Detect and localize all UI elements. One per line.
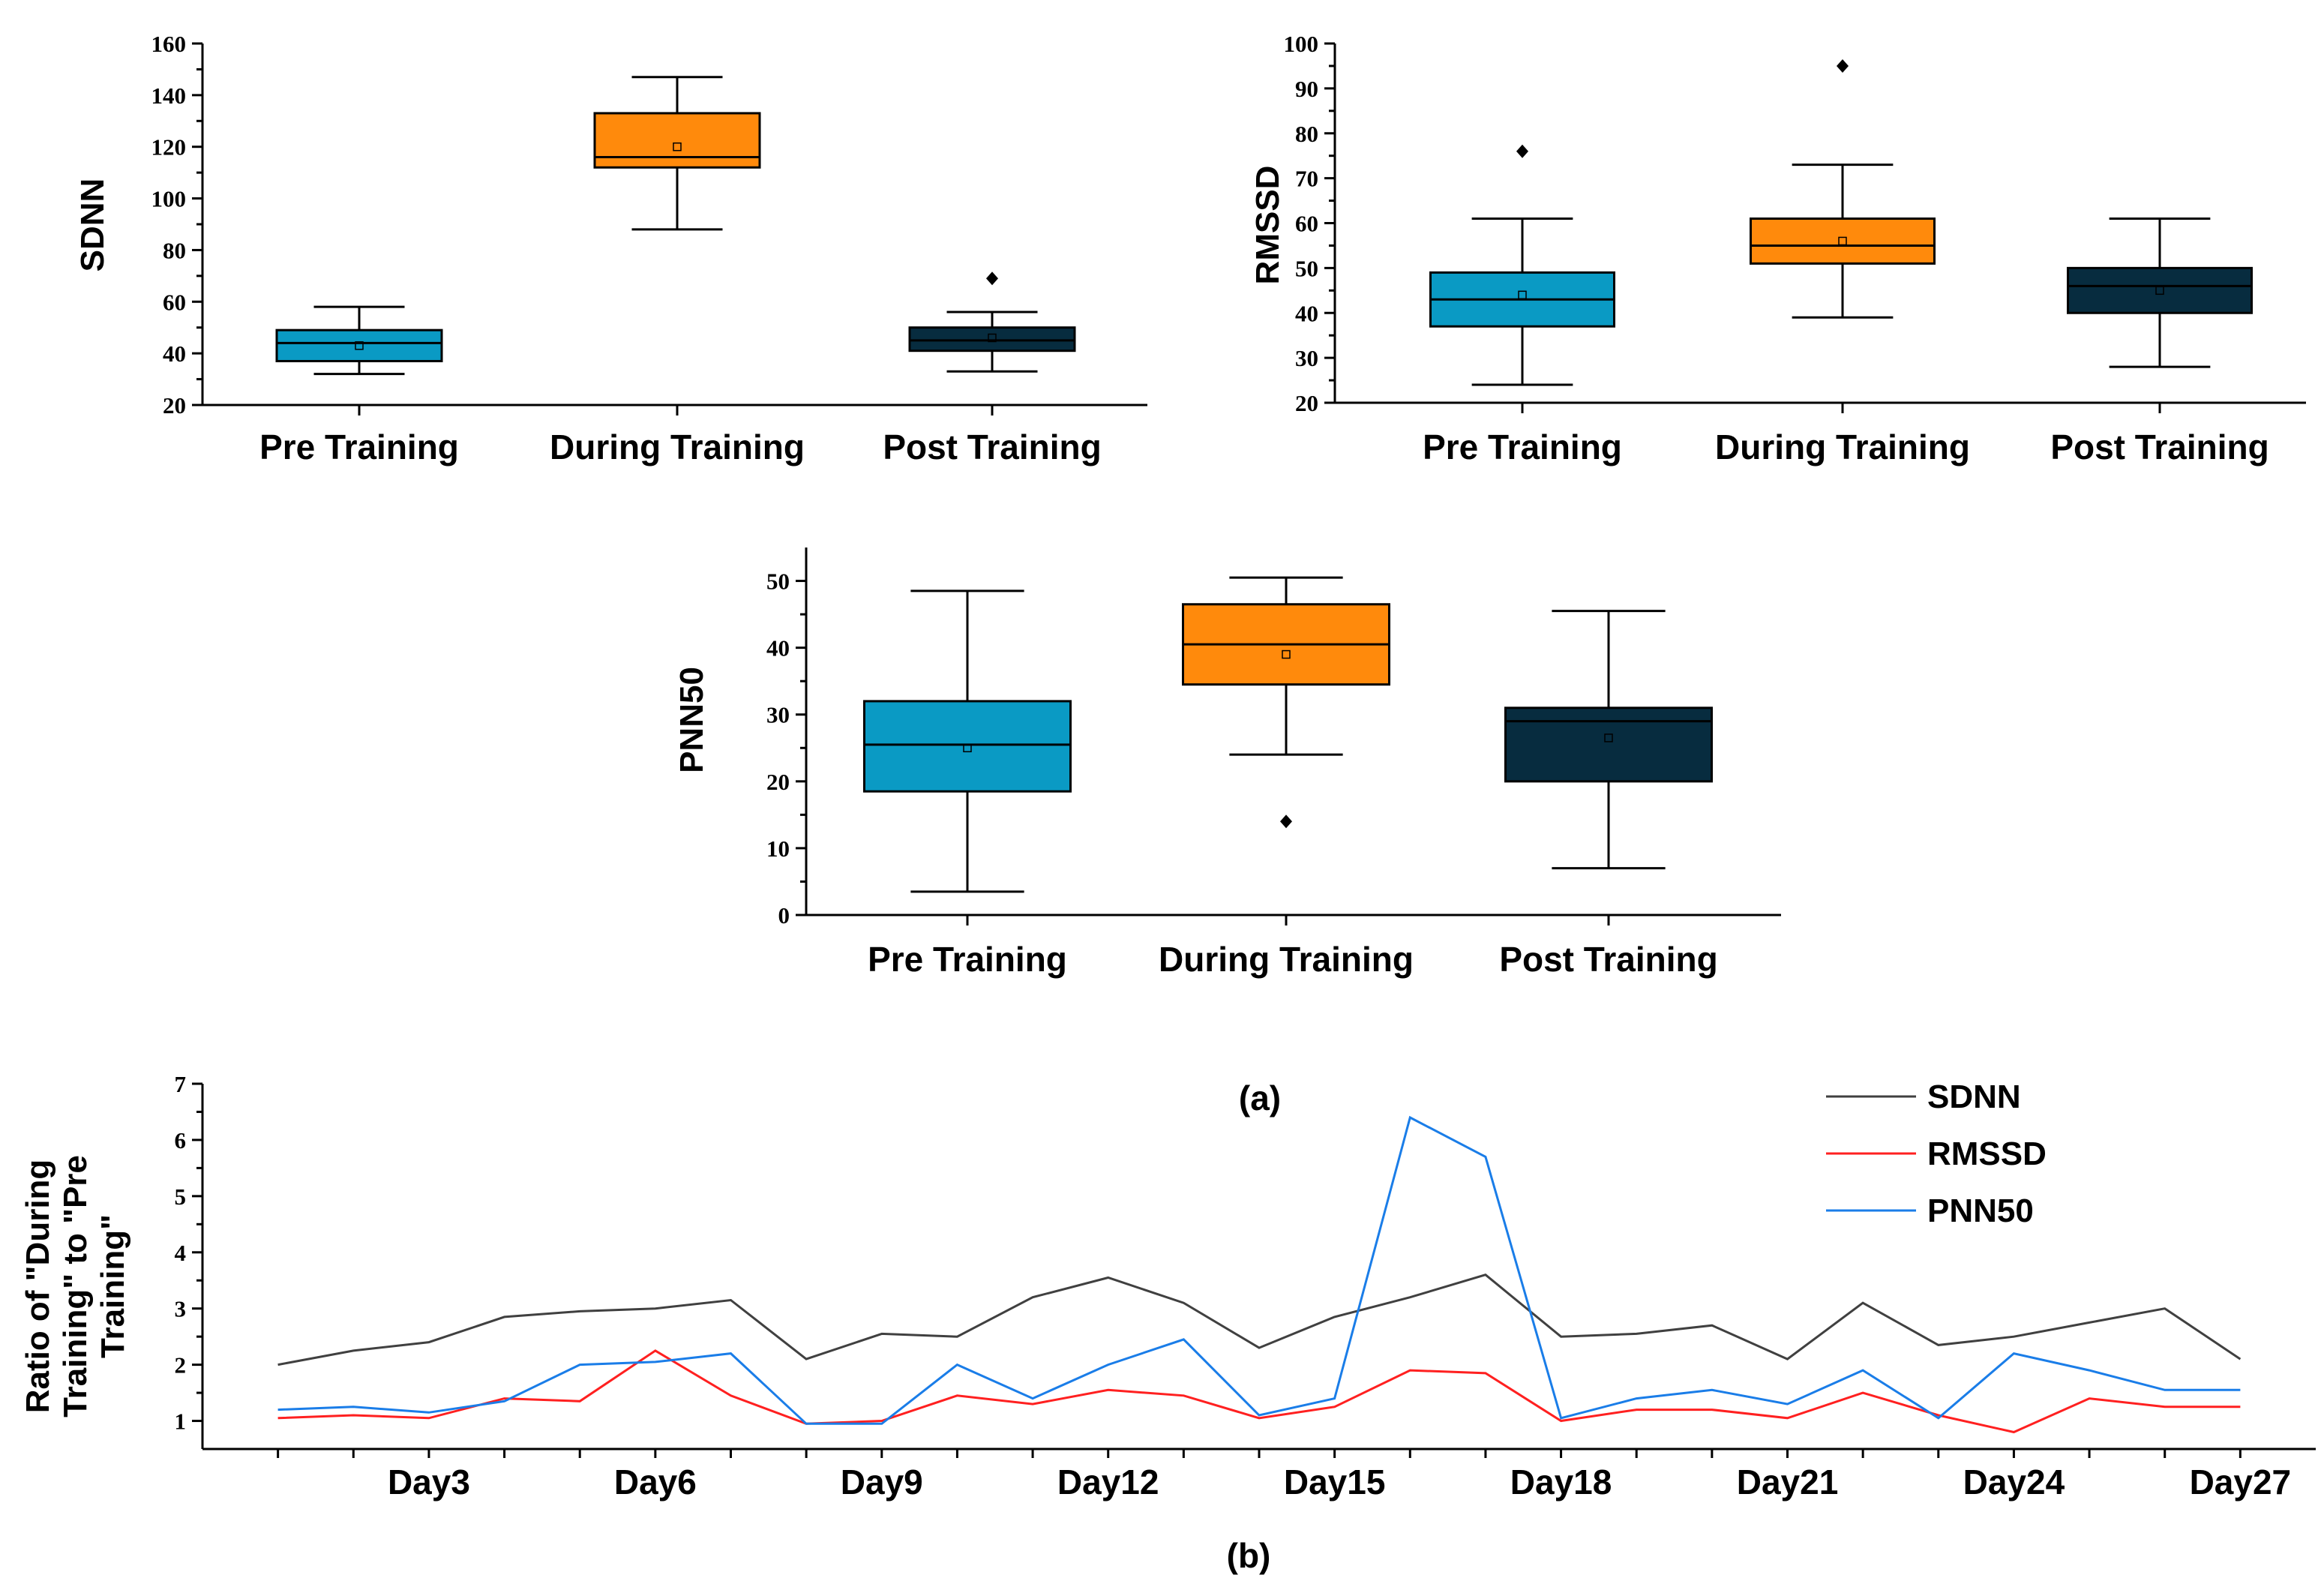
y-tick-label-rmssd: 40 [1295,300,1318,326]
y-tick-label-sdnn: 140 [151,82,187,109]
y-tick-label-ratio: 4 [175,1240,187,1266]
y-tick-label-rmssd: 20 [1295,390,1318,416]
x-tick-label-ratio: Day12 [1057,1462,1159,1502]
x-tick-label-ratio: Day18 [1510,1462,1612,1502]
y-tick-label-pnn50: 40 [766,635,790,662]
y-tick-label-ratio: 5 [175,1184,187,1210]
outlier-point [1280,814,1292,829]
category-label: During Training [550,428,805,466]
box-rmssd-2 [2067,266,2253,314]
box-sdnn-2 [908,326,1076,352]
y-tick-label-pnn50: 30 [766,702,790,728]
legend-label-sdnn: SDNN [1927,1078,2021,1115]
series-line-pnn50 [277,1115,2241,1425]
y-tick-label-rmssd: 90 [1295,76,1318,102]
category-label: During Training [1159,940,1414,979]
y-axis-title-rmssd: RMSSD [1249,166,1286,285]
x-tick-label-ratio: Day15 [1284,1462,1386,1502]
mean-marker [1282,650,1291,659]
mean-marker [355,341,364,350]
boxplot-rmssd: 20 30 40 50 60 70 80 90 100 RMSSD Pre Training Duri… [1249,31,2306,466]
mean-marker [988,333,997,343]
y-axis-title-pnn50: PNN50 [673,667,710,773]
category-label: Pre Training [1423,428,1622,466]
y-tick-label-rmssd: 80 [1295,121,1318,147]
x-tick-label-ratio: Day27 [2190,1462,2292,1502]
boxplot-pnn50: 0 10 20 30 40 50 PNN50 Pre Training During Train… [673,548,1781,979]
y-tick-label-rmssd: 100 [1284,31,1319,57]
mean-marker [2155,286,2164,296]
boxplot-sdnn: 20 40 60 80 100 120 140 160 SDNN Pre Training Duri… [74,31,1147,466]
box-sdnn-1 [593,112,761,169]
x-tick-label-ratio: Day24 [1963,1462,2065,1502]
y-tick-label-ratio: 6 [175,1127,187,1154]
x-tick-label-ratio: Day9 [841,1462,923,1502]
y-tick-label-rmssd: 30 [1295,345,1318,371]
x-tick-label-ratio: Day3 [388,1462,470,1502]
box-sdnn-0 [275,328,443,362]
x-tick-label-ratio: Day21 [1737,1462,1839,1502]
y-tick-label-sdnn: 20 [163,392,186,418]
outlier-point [986,272,998,286]
category-label: During Training [1715,428,1970,466]
category-label: Pre Training [868,940,1067,979]
y-tick-label-ratio: 3 [175,1296,187,1322]
y-tick-label-sdnn: 60 [163,289,186,315]
outlier-point [1516,144,1528,158]
mean-marker [1838,236,1847,246]
y-tick-label-sdnn: 160 [151,31,187,57]
y-tick-label-sdnn: 40 [163,340,186,367]
category-label: Post Training [1499,940,1717,979]
category-label: Pre Training [259,428,459,466]
category-label: Post Training [883,428,1101,466]
box-pnn50-0 [863,700,1072,793]
series-line-sdnn [277,1274,2242,1366]
box-rmssd-1 [1750,218,1936,265]
y-axis-title-sdnn: SDNN [74,178,111,272]
y-axis-title-line: Training" to "Pre [57,1155,94,1418]
y-axis-title-ratio: Ratio of "DuringTraining" to "PreTrainin… [19,1155,131,1418]
y-axis-title-line: Ratio of "During [19,1160,56,1414]
y-tick-label-sdnn: 80 [163,237,186,263]
y-tick-label-ratio: 7 [175,1071,187,1097]
y-tick-label-ratio: 1 [175,1408,187,1435]
line-chart-ratio: 1 2 3 4 5 6 7 Day3 Day6 Day9 Day12 Day15 Day18 Day21 D… [19,1071,2316,1502]
legend-label-rmssd: RMSSD [1927,1136,2047,1172]
mean-marker [1518,290,1527,300]
caption-b: (b) [1227,1536,1271,1575]
mean-marker [1604,734,1613,742]
y-tick-label-sdnn: 100 [151,186,187,212]
box-pnn50-2 [1504,706,1713,783]
mean-marker [963,743,972,753]
legend-label-pnn50: PNN50 [1927,1192,2034,1229]
y-tick-label-rmssd: 70 [1295,166,1318,192]
y-tick-label-ratio: 2 [175,1352,187,1378]
y-axis-title-line: Training" [94,1214,131,1358]
y-tick-label-pnn50: 50 [766,568,790,595]
y-tick-label-sdnn: 120 [151,134,187,160]
category-label: Post Training [2050,428,2269,466]
y-tick-label-pnn50: 10 [766,836,790,862]
x-tick-label-ratio: Day6 [614,1462,697,1502]
outlier-point [1837,58,1849,73]
y-tick-label-rmssd: 60 [1295,211,1318,237]
series-line-rmssd [277,1349,2241,1434]
y-tick-label-rmssd: 50 [1295,255,1318,281]
y-tick-label-pnn50: 0 [778,902,790,928]
mean-marker [673,142,682,152]
y-tick-label-pnn50: 20 [766,769,790,795]
caption-a: (a) [1239,1078,1281,1118]
